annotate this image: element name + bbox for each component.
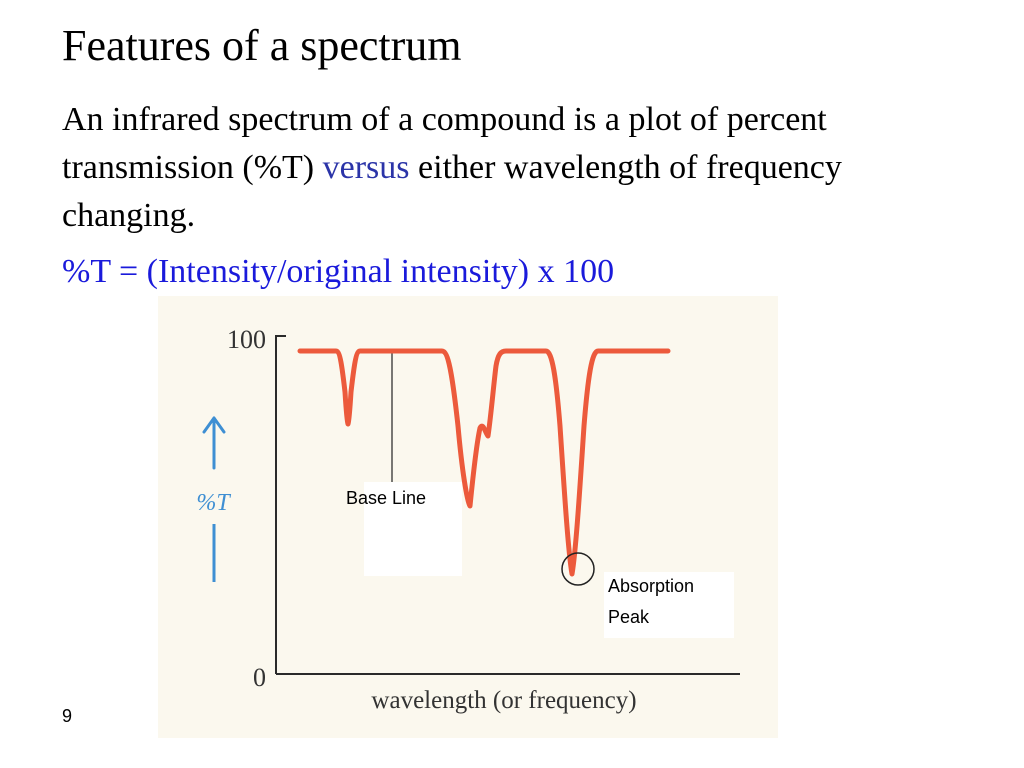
y-tick-0: 0: [253, 663, 266, 692]
ir-spectrum-diagram: 100 0 wavelength (or frequency) %T Base …: [196, 325, 740, 714]
absorption-peak-callout-line1: Absorption: [608, 576, 694, 596]
up-arrow-icon: [202, 416, 226, 470]
body-highlight-versus: versus: [322, 149, 410, 186]
ir-spectrum-figure: 100 0 wavelength (or frequency) %T Base …: [158, 296, 778, 738]
slide-body-text: An infrared spectrum of a compound is a …: [62, 96, 982, 240]
x-axis-label: wavelength (or frequency): [371, 687, 636, 714]
slide-page-number: 9: [62, 706, 73, 726]
absorption-peak-circle: [561, 552, 595, 586]
baseline-callout-box: [364, 482, 462, 576]
spectrum-trace: [297, 348, 671, 577]
y-axis-line: [275, 335, 286, 674]
slide-title: Features of a spectrum: [62, 21, 462, 70]
y-tick-100: 100: [227, 325, 266, 354]
body-text-part-2: either wavelength of frequency changing.: [62, 149, 842, 234]
body-text-part-1: An infrared spectrum of a compound is a …: [62, 101, 827, 186]
baseline-callout: Base Line: [346, 488, 426, 508]
y-axis-label: %T: [196, 490, 231, 516]
absorption-peak-callout-line2: Peak: [608, 607, 650, 627]
transmission-formula: %T = (Intensity/original intensity) x 10…: [62, 253, 615, 290]
absorption-peak-callout-box: [604, 572, 734, 638]
